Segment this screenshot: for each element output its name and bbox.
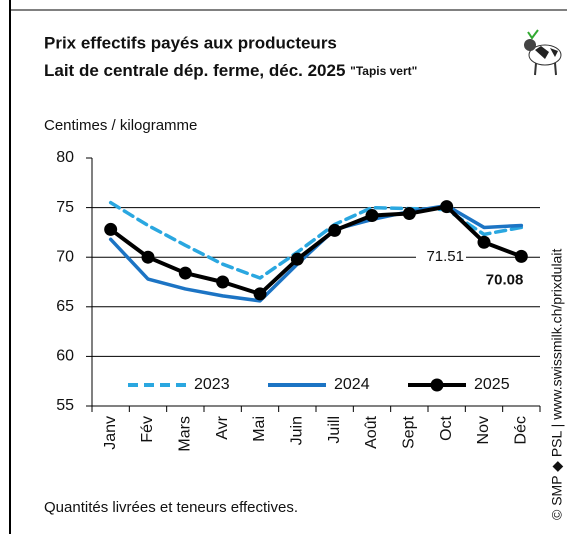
y-tick-label: 80 (56, 149, 74, 166)
marker (440, 200, 454, 214)
x-tick-label: Oct (438, 415, 455, 440)
marker (290, 252, 304, 266)
legend-label: 2024 (334, 376, 370, 393)
x-tick-label: Mai (251, 416, 268, 442)
marker (253, 287, 267, 301)
data-label: 71.51 (426, 248, 464, 265)
x-tick-label: Déc (513, 416, 530, 444)
x-tick-label: Sept (401, 415, 418, 448)
marker (216, 275, 230, 289)
legend-label: 2023 (194, 376, 230, 393)
marker (104, 222, 118, 236)
x-tick-label: Mars (177, 416, 194, 452)
x-tick-label: Fév (139, 416, 156, 443)
y-tick-label: 60 (56, 348, 74, 365)
x-tick-label: Juill (326, 416, 343, 444)
chart-subtitle: Lait de centrale dép. ferme, déc. 2025 "… (44, 61, 417, 80)
y-tick-label: 75 (56, 199, 74, 216)
x-tick-label: Juin (289, 416, 306, 445)
x-tick-label: Janv (102, 416, 119, 450)
series-line (108, 204, 524, 296)
marker (178, 266, 192, 280)
chart-title: Prix effectifs payés aux producteurs (44, 33, 337, 52)
y-tick-label: 70 (56, 248, 74, 265)
source: © SMP ◆ PSL | www.swissmilk.ch/prixdulai… (549, 249, 565, 520)
y-tick-label: 65 (56, 298, 74, 315)
legend-marker (430, 378, 444, 392)
marker (514, 249, 528, 263)
y-tick-label: 55 (56, 397, 74, 414)
marker (328, 223, 342, 237)
subtitle-main: Lait de centrale dép. ferme, déc. 2025 (44, 61, 345, 80)
x-tick-label: Nov (475, 416, 492, 444)
legend-label: 2025 (474, 376, 510, 393)
x-tick-label: Août (363, 415, 380, 448)
label-bg (416, 248, 466, 267)
marker (477, 235, 491, 249)
footnote: Quantités livrées et teneurs effectives. (44, 499, 298, 516)
marker (141, 250, 155, 264)
marker (365, 209, 379, 223)
data-label: 70.08 (486, 271, 524, 288)
y-axis-label: Centimes / kilogramme (44, 117, 197, 134)
cow-icon (524, 29, 562, 76)
marker (402, 207, 416, 221)
subtitle-note: "Tapis vert" (350, 64, 417, 78)
x-tick-label: Avr (214, 415, 231, 439)
